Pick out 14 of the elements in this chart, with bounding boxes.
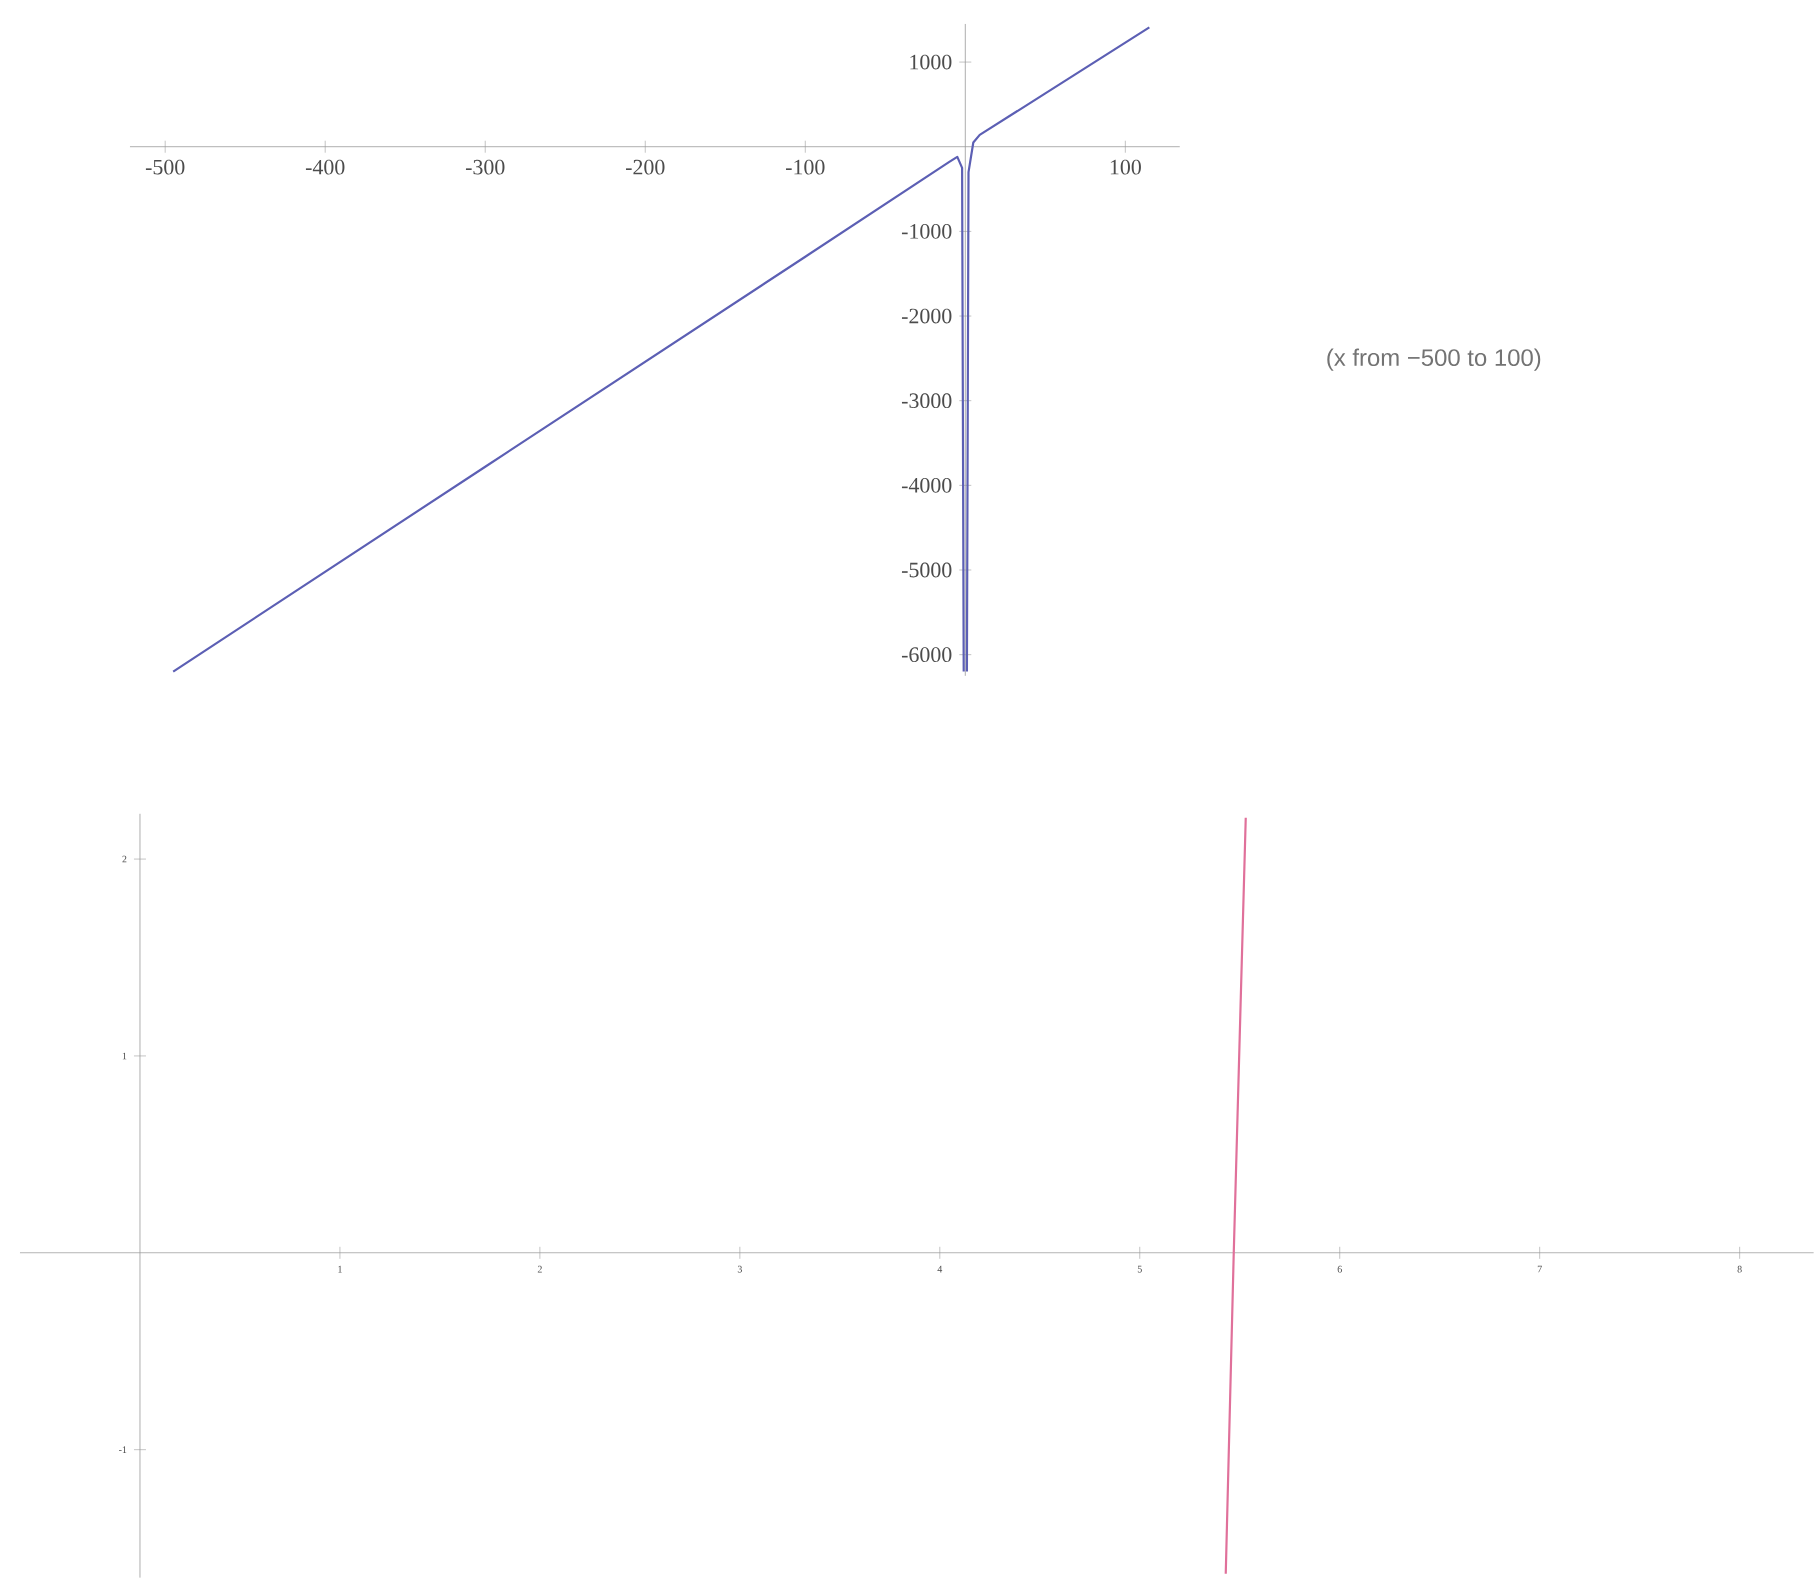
y-tick-label: -2000 [901, 308, 952, 324]
x-tick-label: -400 [305, 159, 345, 175]
y-tick-label: -1000 [901, 224, 952, 239]
y-tick-label: -5000 [901, 562, 952, 578]
y-tick-label: -3000 [901, 393, 952, 409]
x-tick-label: -300 [465, 159, 505, 175]
y-tick-label: -6000 [901, 647, 952, 663]
y-tick-label: 1000 [910, 54, 952, 70]
x-tick-label: -200 [625, 159, 665, 175]
x-tick-label: 100 [1110, 159, 1141, 175]
x-tick-label: -500 [145, 159, 185, 175]
text: (x from −500 to 100) [1327, 348, 1541, 371]
y-tick-label: -4000 [901, 477, 952, 493]
x-tick-label: -100 [786, 159, 825, 175]
